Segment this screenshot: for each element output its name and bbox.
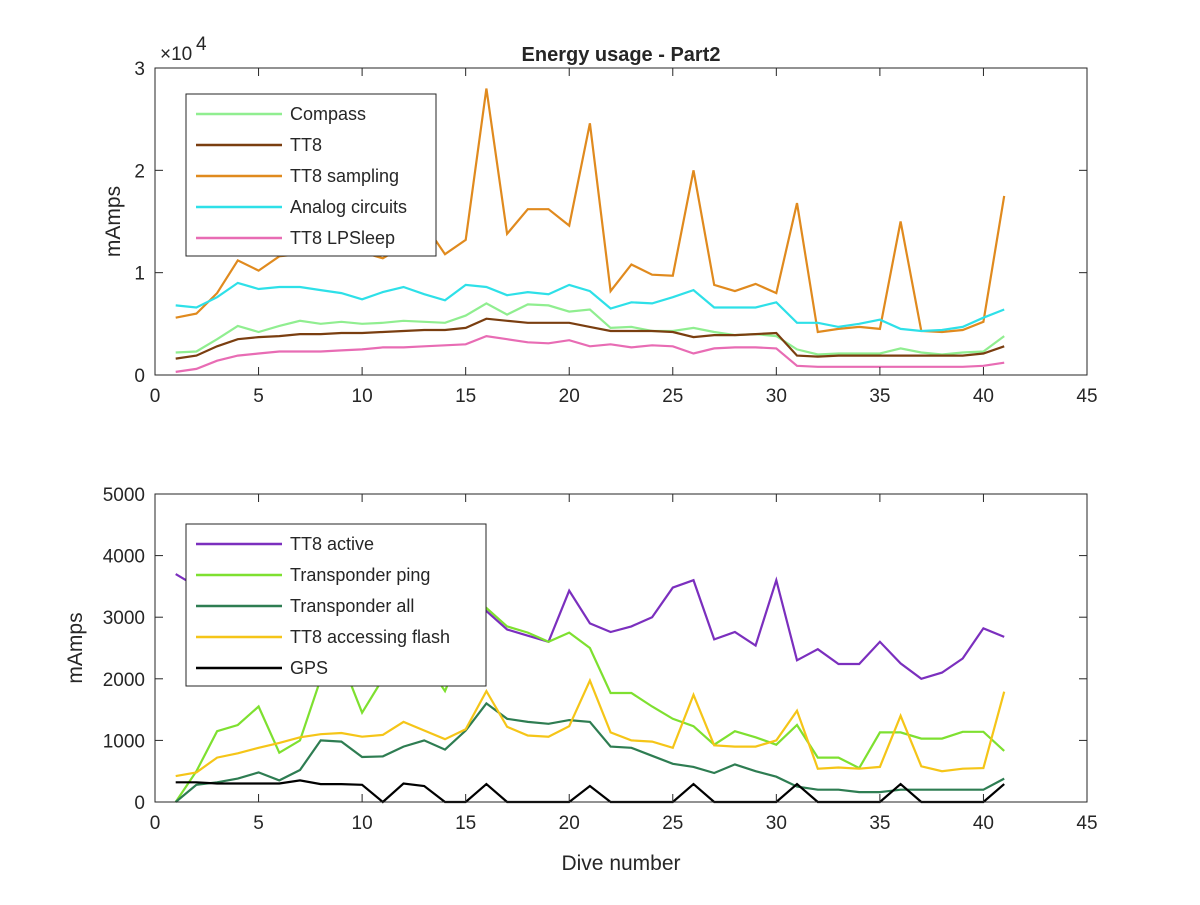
legend-entry-label: TT8 sampling (290, 166, 399, 186)
x-tick-label: 30 (766, 813, 787, 834)
y-tick-label: 1000 (103, 731, 145, 752)
x-tick-label: 15 (455, 386, 476, 407)
x-tick-label: 45 (1076, 386, 1097, 407)
x-tick-label: 20 (559, 386, 580, 407)
series-line-tt8-accessing-flash (175, 677, 1006, 778)
legend-entry-label: Analog circuits (290, 197, 407, 217)
x-tick-label: 0 (150, 386, 161, 407)
series-line-compass (175, 302, 1005, 356)
x-tick-label: 25 (662, 386, 683, 407)
x-tick-label: 30 (766, 386, 787, 407)
series-line-transponder-all (174, 701, 1005, 803)
x-tick-label: 10 (352, 813, 373, 834)
y-tick-label: 0 (134, 366, 145, 387)
x-tick-label: 15 (455, 813, 476, 834)
x-axis-label: Dive number (561, 852, 680, 875)
legend-entry-label: TT8 accessing flash (290, 627, 450, 647)
x-tick-label: 5 (253, 813, 264, 834)
x-tick-label: 20 (559, 813, 580, 834)
y-axis-label: mAmps (102, 186, 125, 257)
x-tick-label: 40 (973, 813, 994, 834)
y-exponent-label: ×10 (160, 44, 192, 65)
legend-entry-label: TT8 active (290, 534, 374, 554)
x-tick-label: 10 (352, 386, 373, 407)
series-line-tt8 (175, 317, 1005, 360)
y-tick-label: 5000 (103, 485, 145, 506)
y-tick-label: 2000 (103, 670, 145, 691)
series-line-transponder-ping (174, 606, 1005, 803)
legend: TT8 active Transponder ping Transponder al… (185, 523, 487, 687)
y-tick-label: 3 (134, 59, 145, 80)
x-tick-label: 5 (253, 386, 264, 407)
legend-entry-label: Transponder ping (290, 565, 430, 585)
chart-panel-bottom: 0 5 10 15 20 25 30 35 40 45 0 1000 2000 3000 4000 5000 m… (64, 485, 1098, 875)
legend-entry-label: TT8 (290, 135, 322, 155)
axes-box (154, 67, 1088, 376)
series-line-analog-circuits (175, 281, 1005, 333)
legend-entry-label: GPS (290, 658, 328, 678)
chart-panel-top: 0 5 10 15 20 25 30 35 40 45 0 1 2 3 mAmps Energy usage … (102, 34, 1098, 407)
chart-title: Energy usage - Part2 (522, 44, 721, 66)
y-tick-label: 2 (134, 161, 145, 182)
x-tick-label: 35 (869, 386, 890, 407)
y-tick-label: 0 (134, 793, 145, 814)
y-tick-label: 3000 (103, 608, 145, 629)
legend-entry-label: TT8 LPSleep (290, 228, 395, 248)
series-line-tt8-lpsleep (175, 334, 1005, 373)
x-tick-label: 40 (973, 386, 994, 407)
legend-entry-label: Compass (290, 104, 366, 124)
axes-box (154, 493, 1088, 803)
y-tick-label: 1 (134, 264, 145, 285)
legend-entry-label: Transponder all (290, 596, 414, 616)
legend: Compass TT8 TT8 sampling Analog circuits TT8… (185, 93, 437, 257)
x-tick-label: 0 (150, 813, 161, 834)
y-tick-label: 4000 (103, 547, 145, 568)
x-tick-label: 35 (869, 813, 890, 834)
y-axis-label: mAmps (64, 612, 87, 683)
x-tick-label: 25 (662, 813, 683, 834)
y-exponent-power: 4 (196, 34, 207, 55)
x-tick-label: 45 (1076, 813, 1097, 834)
